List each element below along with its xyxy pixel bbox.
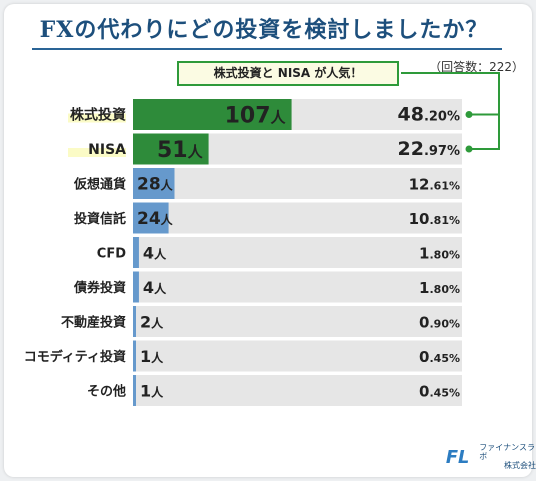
- callout-connector: [401, 72, 500, 116]
- bar-track: [133, 271, 462, 303]
- category-label: 不動産投資: [61, 315, 126, 331]
- count-label: 4人: [143, 244, 167, 263]
- count-label: 1人: [140, 382, 164, 401]
- bar: [133, 306, 136, 337]
- category-label: 投資信託: [74, 211, 126, 227]
- percent-label: 22.97%: [397, 138, 460, 160]
- bar: [133, 375, 136, 406]
- percent-label: 0.45%: [419, 383, 460, 401]
- count-label: 24人: [137, 209, 174, 229]
- connector-dot: [465, 145, 473, 153]
- logo-sub: 株式会社: [504, 460, 536, 470]
- label-highlight-marker: [68, 148, 126, 157]
- bar-track: [133, 306, 462, 337]
- category-label: 仮想通貨: [73, 177, 126, 193]
- logo-name: ファイナンスラボ: [479, 442, 535, 461]
- respondent-count: （回答数：222）: [429, 60, 524, 74]
- percent-label: 10.81%: [409, 210, 460, 228]
- bar: [133, 340, 136, 372]
- company-logo: FL ファイナンスラボ 株式会社: [445, 442, 536, 470]
- label-highlight-marker: [68, 113, 126, 123]
- bar: [133, 237, 139, 268]
- percent-label: 1.80%: [419, 245, 460, 263]
- count-label: 28人: [137, 175, 174, 195]
- percent-label: 12.61%: [409, 176, 460, 194]
- chart-title: FXの代わりにどの投資を検討しましたか？: [39, 17, 489, 43]
- callout-box: 株式投資と NISA が人気！: [177, 61, 399, 86]
- percent-label: 1.80%: [419, 279, 460, 297]
- category-label: 株式投資: [70, 107, 126, 124]
- category-label: その他: [87, 384, 126, 400]
- count-label: 51人: [157, 138, 204, 163]
- fl-logo-icon: FL: [446, 447, 470, 467]
- category-label: 債券投資: [73, 280, 126, 296]
- count-label: 1人: [140, 347, 164, 366]
- percent-label: 0.90%: [419, 314, 460, 332]
- category-label: CFD: [97, 247, 126, 262]
- bar-track: [133, 237, 462, 268]
- callout-connector: [469, 114, 500, 150]
- category-label: コモディティ投資: [24, 349, 126, 365]
- bar: [133, 202, 169, 234]
- count-label: 2人: [140, 313, 164, 332]
- percent-label: 48.20%: [397, 104, 460, 126]
- category-label: NISA: [88, 142, 126, 158]
- title-underline: [32, 48, 502, 50]
- bar-track: [133, 202, 462, 234]
- bar-track: [133, 340, 462, 372]
- bar: [133, 133, 209, 165]
- bar: [133, 271, 139, 303]
- count-label: 4人: [143, 278, 167, 297]
- bar: [133, 168, 175, 199]
- bar: [133, 99, 292, 130]
- connector-dot: [465, 111, 473, 118]
- logo-mark: FL: [446, 447, 470, 467]
- count-label: 107人: [225, 104, 287, 129]
- bar-track: [133, 375, 462, 406]
- percent-label: 0.45%: [419, 348, 460, 366]
- bar-track: [133, 168, 462, 199]
